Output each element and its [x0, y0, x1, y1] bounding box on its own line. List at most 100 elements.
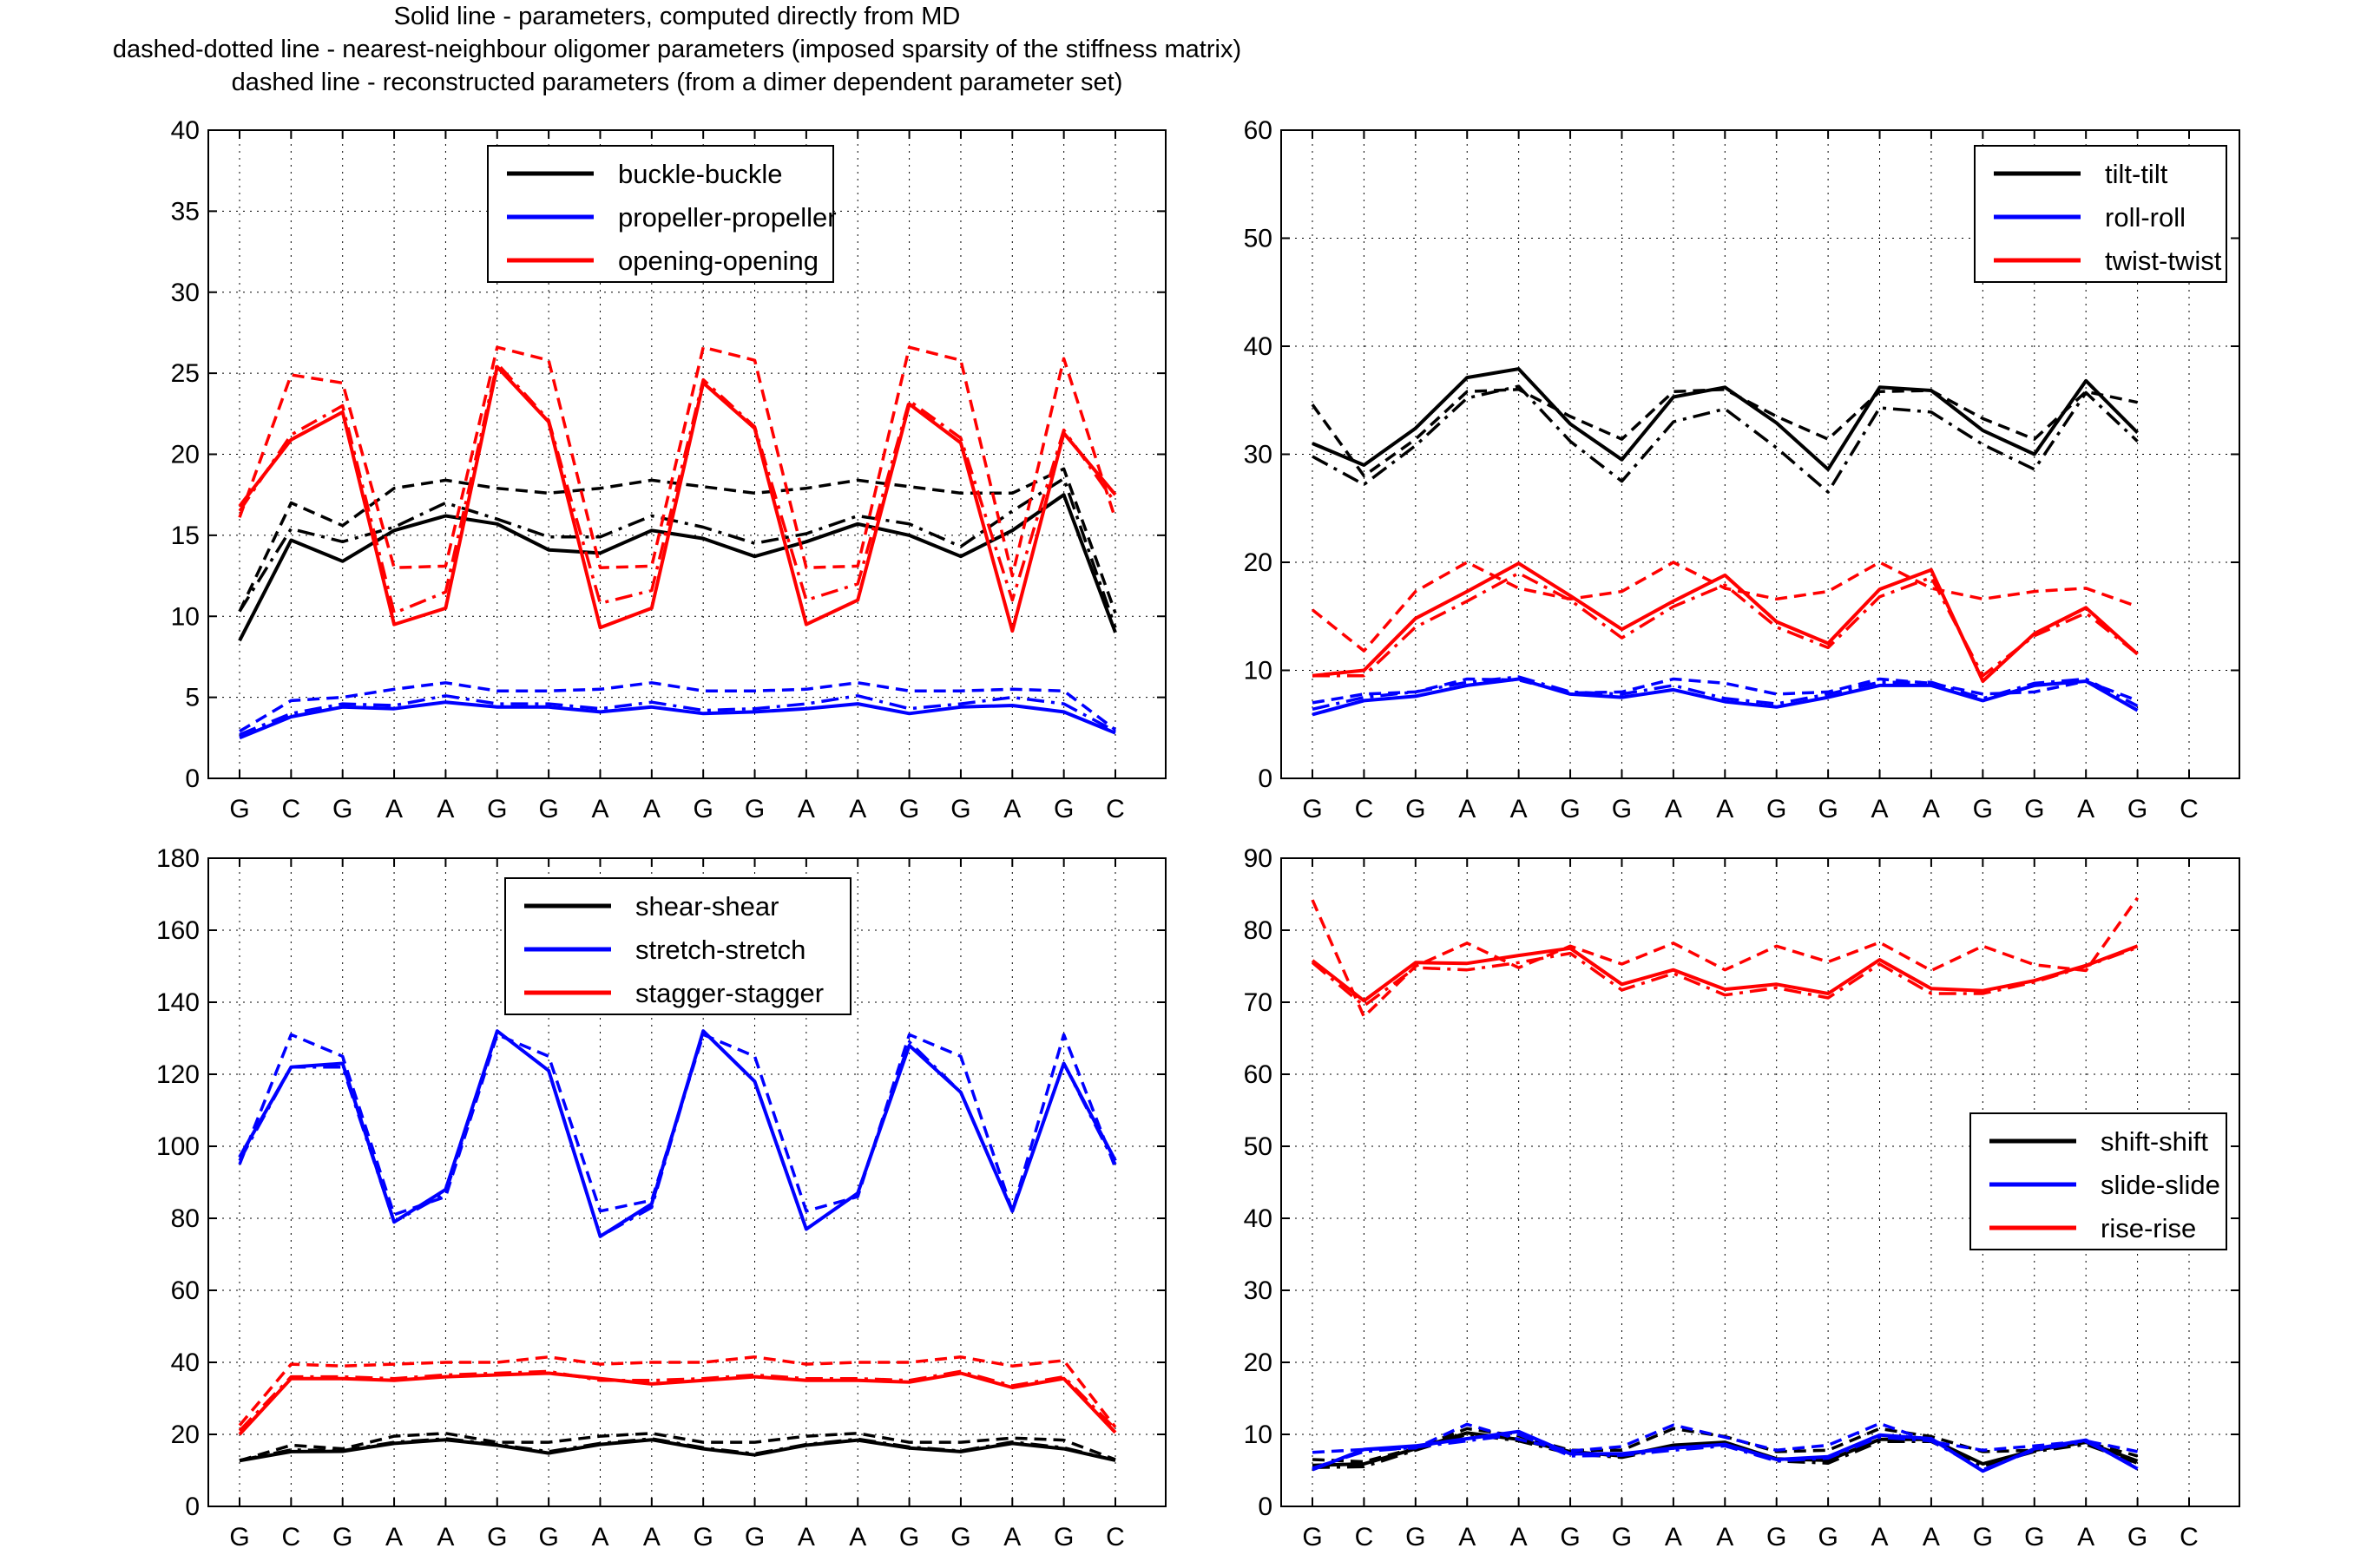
- series-lines: [238, 345, 1117, 740]
- x-tick-label: A: [1923, 795, 1940, 823]
- y-tick-label: 15: [171, 522, 200, 550]
- x-tick-label: G: [1405, 1523, 1425, 1552]
- y-tick-label: 40: [1244, 1204, 1272, 1233]
- x-tick-label: G: [2127, 1523, 2147, 1552]
- legend: shear-shear stretch-stretch stagger-stagge…: [504, 877, 852, 1015]
- series-line-slide-slide-dashed: [1312, 1421, 2138, 1454]
- x-tick-label: G: [694, 1523, 713, 1552]
- x-tick-label: G: [1766, 1523, 1786, 1552]
- x-tick-label: A: [1458, 795, 1476, 823]
- series-line-shear-shear-solid: [239, 1438, 1116, 1463]
- x-tick-label: C: [1106, 1523, 1125, 1552]
- x-tick-label: G: [1054, 1523, 1074, 1552]
- x-tick-label: A: [798, 1523, 815, 1552]
- panel-top-left-chart: 0 5 10 15 20 25 30 35 40 G C G A A G G A A G G A A G G A G Cbuckle…: [171, 116, 1167, 823]
- series-line-stagger-stagger-solid: [238, 1371, 1117, 1436]
- x-tick-label: A: [1923, 1523, 1940, 1552]
- series-line-rise-rise-dashdot: [1311, 946, 2139, 1007]
- y-tick-label: 60: [171, 1276, 200, 1305]
- legend: buckle-buckle propeller-propeller opening-…: [487, 145, 837, 283]
- x-tick-label: A: [1510, 1523, 1528, 1552]
- legend-label: twist-twist: [2105, 246, 2222, 276]
- y-tick-label: 50: [1244, 1132, 1272, 1161]
- panel-bottom-right-chart: 0 10 20 30 40 50 60 70 80 90 G C G A A G G A A G G A A G G A G Cshi…: [1244, 844, 2240, 1552]
- x-tick-label: G: [2024, 795, 2044, 823]
- x-tick-label: G: [332, 795, 352, 823]
- y-tick-label: 20: [1244, 548, 1272, 577]
- x-tick-label: A: [1665, 1523, 1682, 1552]
- x-tick-label: G: [1302, 795, 1322, 823]
- y-tick-label: 120: [156, 1060, 200, 1089]
- x-tick-label: A: [1716, 1523, 1733, 1552]
- y-tick-label: 140: [156, 988, 200, 1017]
- series-lines: [1311, 367, 2140, 717]
- y-tick-label: 0: [185, 1493, 200, 1521]
- x-tick-label: A: [643, 795, 661, 823]
- x-tick-label: G: [229, 1523, 249, 1552]
- series-line-buckle-buckle-solid: [238, 493, 1117, 642]
- x-tick-label: G: [538, 1523, 558, 1552]
- y-tick-label: 80: [1244, 916, 1272, 945]
- axes-frame: [1280, 857, 2240, 1507]
- x-tick-label: G: [229, 795, 249, 823]
- y-tick-label: 20: [171, 1420, 200, 1449]
- x-tick-label: C: [2180, 1523, 2199, 1552]
- y-axis: 0 10 20 30 40 50 60: [1244, 116, 2239, 793]
- y-tick-label: 0: [1258, 764, 1272, 793]
- y-axis: 0 10 20 30 40 50 60 70 80 90: [1244, 844, 2239, 1521]
- legend-label: buckle-buckle: [618, 159, 783, 189]
- x-tick-label: G: [2024, 1523, 2044, 1552]
- x-tick-label: G: [745, 795, 765, 823]
- y-tick-label: 70: [1244, 988, 1272, 1017]
- x-tick-label: A: [1871, 1523, 1889, 1552]
- x-tick-label: G: [899, 1523, 919, 1552]
- y-tick-label: 30: [1244, 1276, 1272, 1305]
- x-tick-label: C: [2180, 795, 2199, 823]
- series-line-roll-roll-solid: [1312, 677, 2139, 717]
- y-tick-label: 40: [171, 1348, 200, 1377]
- y-tick-label: 40: [171, 116, 200, 145]
- x-tick-label: G: [538, 795, 558, 823]
- series-lines: [238, 1029, 1117, 1463]
- x-tick-label: G: [1818, 795, 1838, 823]
- legend-label: stretch-stretch: [635, 935, 805, 965]
- y-tick-label: 30: [1244, 441, 1272, 469]
- x-tick-label: A: [1716, 795, 1733, 823]
- x-tick-label: C: [1106, 795, 1125, 823]
- y-tick-label: 40: [1244, 332, 1272, 361]
- heading-line-dashed: dashed line - reconstructed parameters (…: [231, 69, 1123, 96]
- x-tick-label: A: [1871, 795, 1889, 823]
- y-tick-label: 10: [1244, 657, 1272, 686]
- x-tick-label: G: [1405, 795, 1425, 823]
- x-tick-label: A: [591, 795, 608, 823]
- y-tick-label: 60: [1244, 116, 1272, 145]
- x-tick-label: A: [1458, 1523, 1476, 1552]
- series-line-opening-opening-dashdot: [238, 362, 1117, 615]
- y-tick-label: 30: [171, 279, 200, 307]
- x-tick-label: A: [849, 1523, 866, 1552]
- x-tick-label: G: [950, 795, 970, 823]
- x-tick-label: A: [798, 795, 815, 823]
- series-line-stretch-stretch-solid: [238, 1029, 1117, 1238]
- series-line-propeller-propeller-solid: [239, 700, 1116, 740]
- x-tick-label: G: [745, 1523, 765, 1552]
- x-tick-label: A: [643, 1523, 661, 1552]
- x-tick-label: A: [437, 1523, 454, 1552]
- series-line-tilt-tilt-dashdot: [1312, 384, 2139, 494]
- x-tick-label: G: [899, 795, 919, 823]
- y-tick-label: 50: [1244, 225, 1272, 253]
- x-tick-label: C: [1355, 795, 1374, 823]
- y-tick-label: 160: [156, 916, 200, 945]
- legend: shift-shift slide-slide rise-rise: [1969, 1112, 2227, 1250]
- series-line-propeller-propeller-dashed: [239, 681, 1117, 733]
- series-line-stagger-stagger-dashdot: [238, 1369, 1117, 1433]
- x-tick-label: G: [487, 1523, 507, 1552]
- series-line-propeller-propeller-dashdot: [239, 694, 1116, 737]
- x-tick-label: C: [1355, 1523, 1374, 1552]
- legend-label: tilt-tilt: [2105, 159, 2168, 189]
- series-line-twist-twist-dashdot: [1312, 571, 2139, 678]
- series-line-buckle-buckle-dashdot: [238, 476, 1117, 628]
